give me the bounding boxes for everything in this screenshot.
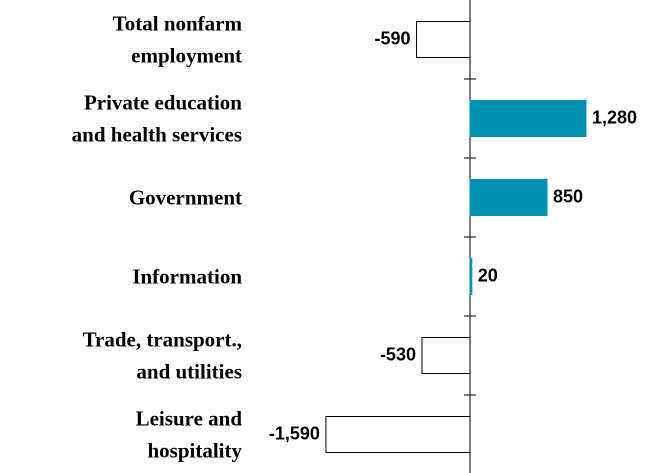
category-label: Trade, transport., and utilities: [83, 328, 242, 384]
bar: [469, 179, 548, 216]
value-label: -590: [375, 28, 411, 48]
value-label: -1,590: [269, 423, 320, 443]
bar: [325, 416, 471, 453]
category-label: Leisure and hospitality: [136, 407, 243, 463]
category-label: Total nonfarm employment: [113, 12, 243, 68]
category-label: Government: [129, 186, 242, 210]
category-label: Private education and health services: [72, 91, 243, 147]
bar: [469, 100, 587, 137]
category-label: Information: [132, 265, 242, 289]
bar: [469, 258, 473, 295]
value-label: 20: [478, 265, 498, 285]
value-label: 1,280: [592, 107, 637, 127]
value-label: -530: [380, 344, 416, 364]
bar: [421, 337, 471, 374]
bar: [416, 21, 471, 58]
value-label: 850: [553, 186, 583, 206]
